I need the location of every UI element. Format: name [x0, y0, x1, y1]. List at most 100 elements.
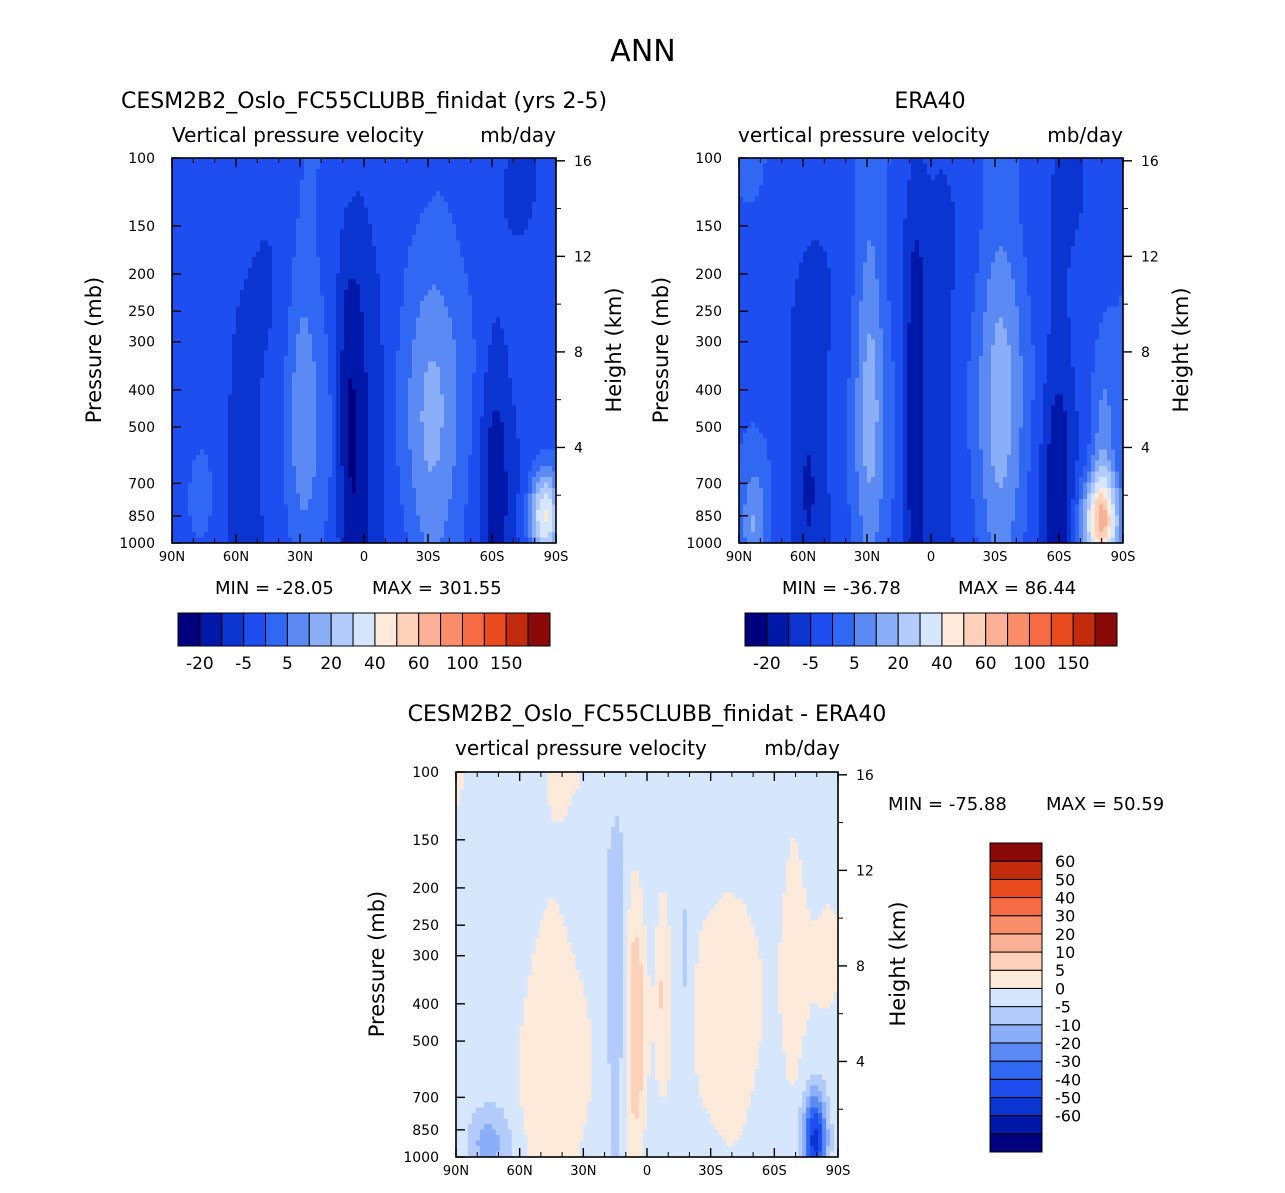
contour-cell	[436, 246, 441, 253]
contour-cell	[332, 378, 337, 385]
contour-cell	[388, 383, 393, 390]
contour-cell	[500, 257, 505, 264]
contour-cell	[328, 339, 333, 346]
contour-cell	[264, 361, 269, 368]
contour-cell	[500, 350, 505, 357]
contour-cell	[496, 306, 501, 313]
contour-cell	[432, 367, 437, 374]
contour-cell	[192, 323, 197, 330]
contour-cell	[192, 240, 197, 247]
contour-cell	[236, 328, 241, 335]
contour-cell	[336, 334, 341, 341]
contour-cell	[252, 433, 257, 440]
contour-cell	[308, 433, 313, 440]
contour-cell	[364, 251, 369, 258]
contour-cell	[272, 213, 277, 220]
contour-cell	[372, 323, 377, 330]
contour-cell	[316, 196, 321, 203]
contour-cell	[180, 218, 185, 225]
contour-cell	[516, 323, 521, 330]
contour-cell	[428, 356, 433, 363]
contour-cell	[252, 229, 257, 236]
contour-cell	[340, 202, 345, 209]
contour-cell	[296, 295, 301, 302]
contour-cell	[496, 312, 501, 319]
contour-cell	[316, 312, 321, 319]
contour-cell	[416, 400, 421, 407]
contour-cell	[316, 301, 321, 308]
contour-cell	[376, 213, 381, 220]
contour-cell	[188, 235, 193, 242]
contour-cell	[356, 246, 361, 253]
contour-cell	[172, 191, 177, 198]
contour-cell	[172, 427, 177, 434]
contour-cell	[516, 224, 521, 231]
contour-cell	[332, 367, 337, 374]
contour-cell	[508, 213, 513, 220]
contour-cell	[456, 433, 461, 440]
contour-cell	[180, 163, 185, 170]
contour-cell	[192, 207, 197, 214]
contour-cell	[180, 389, 185, 396]
contour-cell	[216, 229, 221, 236]
contour-cell	[400, 356, 405, 363]
contour-cell	[252, 416, 257, 423]
contour-cell	[496, 356, 501, 363]
contour-cell	[356, 284, 361, 291]
contour-cell	[184, 405, 189, 412]
contour-cell	[220, 246, 225, 253]
contour-cell	[436, 191, 441, 198]
contour-cell	[428, 279, 433, 286]
contour-cell	[336, 306, 341, 313]
contour-cell	[488, 246, 493, 253]
contour-cell	[432, 218, 437, 225]
contour-cell	[540, 400, 545, 407]
contour-cell	[512, 339, 517, 346]
contour-cell	[460, 405, 465, 412]
contour-cell	[272, 169, 277, 176]
contour-cell	[240, 312, 245, 319]
contour-cell	[376, 229, 381, 236]
contour-cell	[192, 284, 197, 291]
contour-cell	[520, 180, 525, 187]
contour-cell	[416, 438, 421, 445]
contour-cell	[276, 224, 281, 231]
contour-cell	[480, 218, 485, 225]
contour-cell	[280, 339, 285, 346]
contour-cell	[424, 185, 429, 192]
contour-cell	[396, 405, 401, 412]
contour-cell	[296, 251, 301, 258]
contour-cell	[320, 251, 325, 258]
contour-cell	[256, 312, 261, 319]
contour-cell	[392, 378, 397, 385]
contour-cell	[520, 229, 525, 236]
contour-cell	[508, 262, 513, 269]
contour-cell	[472, 306, 477, 313]
contour-cell	[296, 224, 301, 231]
contour-cell	[316, 383, 321, 390]
contour-cell	[508, 356, 513, 363]
contour-cell	[344, 257, 349, 264]
contour-cell	[172, 372, 177, 379]
contour-cell	[248, 350, 253, 357]
contour-cell	[412, 361, 417, 368]
contour-cell	[292, 207, 297, 214]
contour-cell	[552, 361, 556, 368]
contour-cell	[252, 163, 257, 170]
contour-cell	[428, 312, 433, 319]
contour-cell	[476, 262, 481, 269]
contour-cell	[500, 339, 505, 346]
contour-cell	[240, 328, 245, 335]
contour-cell	[508, 246, 513, 253]
contour-cell	[204, 372, 209, 379]
contour-cell	[480, 235, 485, 242]
contour-cell	[452, 356, 457, 363]
contour-cell	[468, 301, 473, 308]
contour-cell	[200, 262, 205, 269]
contour-cell	[296, 290, 301, 297]
contour-cell	[396, 229, 401, 236]
contour-cell	[508, 196, 513, 203]
contour-cell	[272, 284, 277, 291]
contour-cell	[536, 246, 541, 253]
contour-cell	[332, 317, 337, 324]
